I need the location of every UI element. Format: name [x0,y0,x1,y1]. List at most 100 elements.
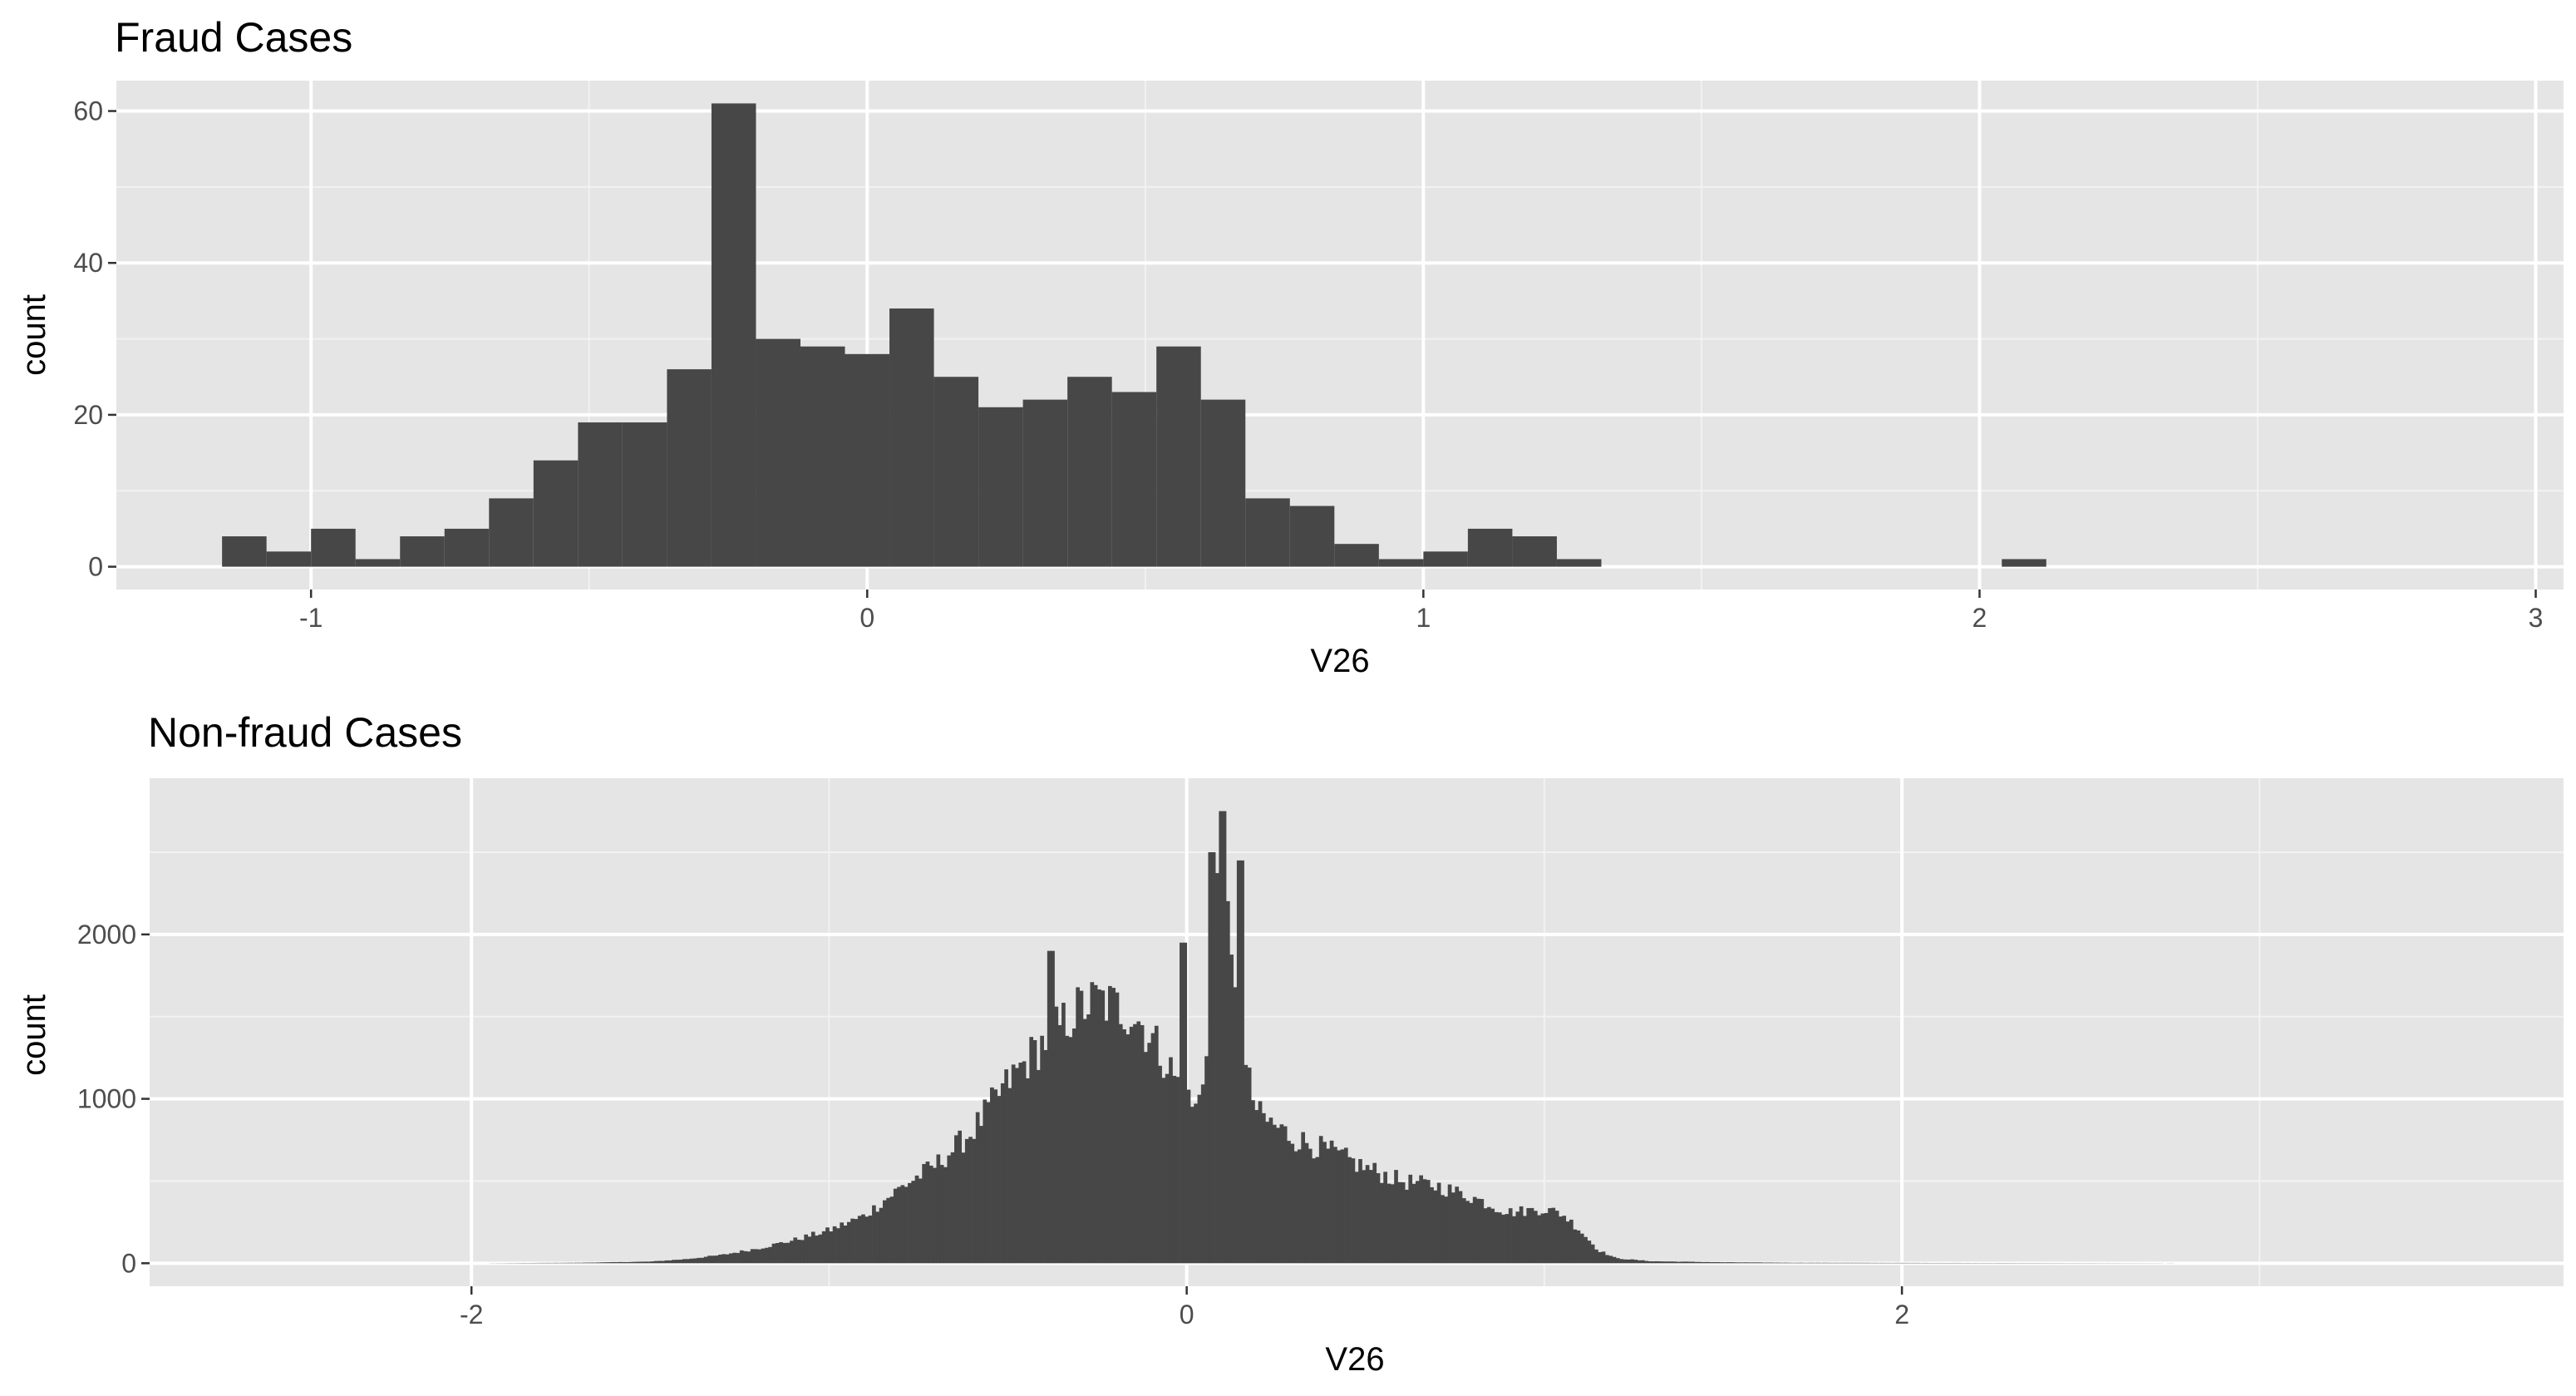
nonfraud-histogram-bar [1061,1003,1066,1264]
nonfraud-histogram-bar [1559,1216,1563,1264]
nonfraud-histogram-bar [908,1182,912,1264]
nonfraud-histogram-bar [1397,1181,1402,1264]
nonfraud-histogram-bar [1186,1089,1191,1264]
nonfraud-histogram-bar [750,1249,755,1264]
nonfraud-histogram-bar [818,1234,823,1264]
nonfraud-histogram-bar [632,1261,637,1264]
nonfraud-histogram-bar [1318,1136,1323,1264]
nonfraud-histogram-bar [757,1249,762,1264]
nonfraud-histogram-bar [1508,1208,1513,1264]
nonfraud-histogram-bar [568,1262,573,1264]
nonfraud-histogram-bar [1733,1262,1738,1264]
nonfraud-chart-title: Non-fraud Cases [148,709,462,756]
nonfraud-histogram-bar [975,1112,980,1264]
nonfraud-histogram-bar [1301,1132,1306,1264]
nonfraud-histogram-bar [1526,1207,1531,1264]
nonfraud-histogram-bar [1705,1261,1710,1264]
nonfraud-histogram-bar [1383,1172,1387,1264]
nonfraud-histogram-bar [1376,1173,1381,1264]
fraud-x-tick-label: 0 [859,603,874,633]
nonfraud-histogram-bar [1405,1189,1409,1264]
nonfraud-histogram-bar [775,1243,780,1264]
nonfraud-histogram-bar [1773,1262,1777,1264]
fraud-histogram-bar [400,536,445,567]
nonfraud-histogram-bar [1798,1262,1803,1264]
nonfraud-histogram-bar [1458,1191,1463,1264]
nonfraud-histogram-bar [1054,1006,1059,1264]
nonfraud-histogram-bar [571,1262,576,1264]
nonfraud-histogram-bar [1354,1172,1359,1264]
nonfraud-histogram-bar [1194,1103,1198,1264]
nonfraud-histogram-bar [1601,1251,1606,1264]
nonfraud-histogram-bar [1719,1262,1724,1264]
nonfraud-histogram-bar [1716,1261,1721,1264]
nonfraud-histogram-bar [725,1254,730,1264]
nonfraud-histogram-bar [1512,1216,1516,1264]
fraud-chart-title: Fraud Cases [115,14,352,61]
nonfraud-histogram-bar [1691,1261,1695,1264]
nonfraud-histogram-bar [664,1260,669,1264]
nonfraud-histogram-bar [1537,1215,1541,1264]
fraud-histogram-bar [889,308,934,567]
nonfraud-histogram-bar [1780,1262,1785,1264]
nonfraud-histogram-bar [650,1261,655,1264]
nonfraud-histogram-bar [1608,1255,1613,1264]
nonfraud-histogram-bar [1565,1221,1570,1264]
nonfraud-histogram-bar [1315,1157,1320,1264]
nonfraud-histogram-bar [979,1126,983,1264]
nonfraud-histogram-bar [1408,1174,1413,1264]
nonfraud-histogram-bar [1851,1262,1856,1264]
nonfraud-histogram-bar [911,1181,916,1264]
nonfraud-histogram-bar [653,1260,658,1264]
nonfraud-histogram-bar [1329,1140,1334,1264]
nonfraud-histogram-bar [692,1258,697,1264]
nonfraud-histogram-bar [1358,1159,1362,1264]
nonfraud-x-tick-label: 0 [1180,1300,1194,1329]
nonfraud-histogram-bar [1708,1261,1713,1264]
nonfraud-histogram-bar [1644,1260,1649,1264]
nonfraud-histogram-bar [1669,1261,1674,1264]
nonfraud-histogram-bar [1065,1035,1070,1264]
fraud-histogram-bar [578,422,623,567]
fraud-histogram-bar [1022,399,1068,567]
nonfraud-histogram-bar [933,1167,937,1264]
nonfraud-histogram-bar [582,1262,587,1264]
nonfraud-histogram-bar [1533,1211,1538,1264]
nonfraud-histogram-bar [1265,1122,1269,1264]
nonfraud-histogram-bar [1662,1261,1667,1264]
nonfraud-histogram-bar [1862,1262,1867,1264]
nonfraud-histogram-bar [746,1251,751,1264]
nonfraud-histogram-bar [672,1260,676,1264]
nonfraud-histogram-bar [1694,1261,1699,1264]
nonfraud-histogram-bar [639,1261,644,1264]
nonfraud-histogram-bar [736,1252,741,1264]
nonfraud-histogram-bar [1805,1262,1810,1264]
nonfraud-histogram-bar [1748,1262,1752,1264]
nonfraud-histogram-bar [593,1262,598,1264]
nonfraud-histogram-bar [1337,1150,1342,1264]
nonfraud-histogram-bar [675,1260,680,1264]
fraud-histogram-bar [533,460,579,567]
nonfraud-histogram-bar [1118,1024,1123,1264]
nonfraud-histogram-bar [815,1236,819,1264]
nonfraud-bars [489,811,2175,1264]
nonfraud-histogram-bar [1845,1262,1849,1264]
fraud-histogram-bar [444,528,490,567]
nonfraud-histogram-bar [1000,1083,1005,1264]
nonfraud-histogram-bar [1655,1260,1659,1264]
nonfraud-histogram-bar [1111,988,1116,1264]
nonfraud-histogram-bar [1626,1259,1631,1264]
nonfraud-histogram-bar [1587,1241,1592,1264]
nonfraud-histogram-bar [1026,1078,1030,1264]
nonfraud-histogram-bar [1136,1021,1141,1264]
nonfraud-histogram-bar [1680,1261,1685,1264]
nonfraud-histogram-bar [846,1221,851,1264]
fraud-histogram-bar [311,528,356,567]
nonfraud-y-tick-label: 2000 [77,920,136,950]
nonfraud-histogram-bar [1436,1182,1441,1264]
nonfraud-histogram-bar [1172,1075,1177,1264]
fraud-histogram-bar [1378,559,1424,567]
nonfraud-histogram-bar [1247,1067,1252,1264]
nonfraud-histogram-bar [596,1262,601,1264]
nonfraud-histogram-bar [1579,1233,1584,1264]
